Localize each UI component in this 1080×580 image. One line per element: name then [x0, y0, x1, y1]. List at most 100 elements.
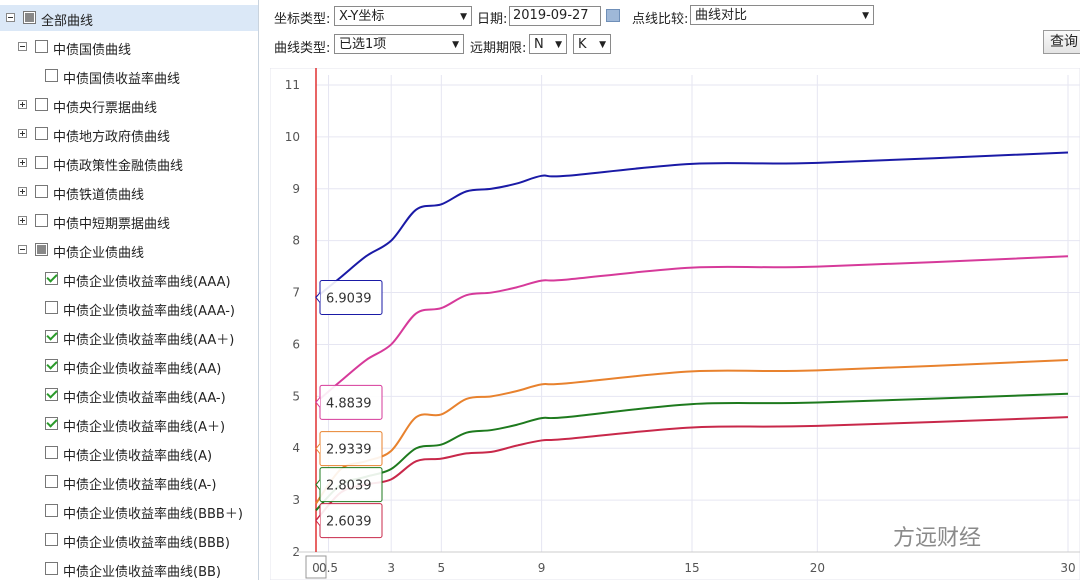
- coord-type-select[interactable]: X-Y坐标: [334, 6, 472, 27]
- tree-expander[interactable]: [18, 216, 27, 225]
- tree-row: 中债企业债收益率曲线(AAA): [0, 266, 258, 292]
- tree-expander[interactable]: [18, 100, 27, 109]
- tree-checkbox[interactable]: [23, 11, 36, 24]
- tree-row: 中债铁道债曲线: [0, 179, 258, 205]
- tree-row: 中债企业债收益率曲线(BBB＋): [0, 498, 258, 524]
- tree-label[interactable]: 中债国债收益率曲线: [63, 72, 181, 87]
- tree-label[interactable]: 全部曲线: [41, 14, 94, 29]
- tree-checkbox[interactable]: [45, 358, 58, 372]
- tree-label[interactable]: 中债企业债收益率曲线(AAA-): [63, 304, 235, 319]
- tree-expander[interactable]: [6, 13, 15, 22]
- compare-select[interactable]: 曲线对比: [690, 5, 874, 26]
- tree-checkbox[interactable]: [35, 185, 48, 198]
- tree-label[interactable]: 中债地方政府债曲线: [53, 130, 171, 145]
- tree-row: 全部曲线: [0, 5, 258, 31]
- tooltip-pointer: [315, 443, 321, 454]
- expander-vbar: [22, 189, 23, 194]
- expander-hbar: [20, 46, 25, 47]
- tree-label[interactable]: 中债企业债收益率曲线(AA): [63, 362, 222, 377]
- calendar-icon[interactable]: [606, 9, 620, 22]
- tree-label[interactable]: 中债企业债收益率曲线(A): [63, 449, 213, 464]
- tree-checkbox[interactable]: [45, 69, 58, 82]
- tree-label[interactable]: 中债企业债曲线: [53, 246, 145, 261]
- tree-label[interactable]: 中债企业债收益率曲线(AA-): [63, 391, 226, 406]
- tree-checkbox[interactable]: [45, 446, 58, 459]
- tree-row: 中债企业债收益率曲线(AA＋): [0, 324, 258, 350]
- x-tick-label: 9: [538, 561, 546, 575]
- tree-checkbox[interactable]: [45, 301, 58, 314]
- tree-label[interactable]: 中债企业债收益率曲线(BB): [63, 565, 221, 580]
- tree-checkbox[interactable]: [35, 127, 48, 140]
- partial-fill: [37, 245, 46, 254]
- tooltip-pointer: [315, 479, 321, 490]
- tree-checkbox[interactable]: [45, 271, 58, 285]
- partial-fill: [25, 13, 34, 22]
- tree-row: 中债企业债收益率曲线(AA): [0, 353, 258, 379]
- tooltip-pointer: [315, 292, 321, 303]
- tree-row: 中债国债曲线: [0, 34, 258, 60]
- expander-vbar: [22, 102, 23, 107]
- x-tick-label: 0: [312, 561, 320, 575]
- chart-background: [270, 68, 1080, 580]
- expander-vbar: [22, 131, 23, 136]
- tree-label[interactable]: 中债政策性金融债曲线: [53, 159, 184, 174]
- tree-checkbox[interactable]: [35, 156, 48, 169]
- y-tick-label: 6: [292, 337, 300, 351]
- tree-expander[interactable]: [18, 158, 27, 167]
- tree-row: 中债企业债收益率曲线(A): [0, 440, 258, 466]
- tree-row: 中债企业债收益率曲线(AA-): [0, 382, 258, 408]
- tree-row: 中债中短期票据曲线: [0, 208, 258, 234]
- expander-vbar: [22, 218, 23, 223]
- y-tick-label: 3: [292, 493, 300, 507]
- tree-checkbox[interactable]: [45, 329, 58, 343]
- expander-hbar: [8, 17, 13, 18]
- tree-row: 中债地方政府债曲线: [0, 121, 258, 147]
- y-tick-label: 4: [292, 441, 300, 455]
- tree-checkbox[interactable]: [35, 98, 48, 111]
- term-k-select[interactable]: K: [573, 34, 611, 55]
- tree-row: 中债企业债收益率曲线(A-): [0, 469, 258, 495]
- tree-label[interactable]: 中债国债曲线: [53, 43, 132, 58]
- tree-label[interactable]: 中债铁道债曲线: [53, 188, 145, 203]
- tree-row: 中债企业债收益率曲线(BBB): [0, 527, 258, 553]
- y-tick-label: 11: [285, 78, 300, 92]
- date-input[interactable]: 2019-09-27: [509, 6, 601, 26]
- tree-label[interactable]: 中债企业债收益率曲线(BBB): [63, 536, 230, 551]
- tree-checkbox[interactable]: [45, 504, 58, 517]
- tree-row: 中债央行票据曲线: [0, 92, 258, 118]
- tree-expander[interactable]: [18, 245, 27, 254]
- series-line: [315, 255, 1069, 404]
- tree-checkbox[interactable]: [35, 243, 48, 256]
- check-mark: [46, 387, 58, 399]
- tree-checkbox[interactable]: [45, 562, 58, 575]
- tree-label[interactable]: 中债企业债收益率曲线(A-): [63, 478, 217, 493]
- x-crosshair-box: [305, 555, 327, 579]
- tree-row: 中债企业债收益率曲线(A＋): [0, 411, 258, 437]
- tree-checkbox[interactable]: [35, 214, 48, 227]
- y-tick-label: 8: [292, 234, 300, 248]
- tree-checkbox[interactable]: [45, 387, 58, 401]
- tree-label[interactable]: 中债企业债收益率曲线(AA＋): [63, 333, 235, 348]
- tree-checkbox[interactable]: [45, 533, 58, 546]
- check-mark: [46, 358, 58, 370]
- curve-type-select[interactable]: 已选1项: [334, 34, 464, 55]
- tree-expander[interactable]: [18, 129, 27, 138]
- tree-label[interactable]: 中债中短期票据曲线: [53, 217, 171, 232]
- x-tick-label: 15: [684, 561, 699, 575]
- tree-checkbox[interactable]: [45, 416, 58, 430]
- tree-checkbox[interactable]: [35, 40, 48, 53]
- tree-checkbox[interactable]: [45, 475, 58, 488]
- tooltip-pointer: [315, 397, 321, 408]
- compare-label: 点线比较:: [632, 12, 689, 27]
- tree-label[interactable]: 中债企业债收益率曲线(BBB＋): [63, 507, 243, 522]
- x-tick-label: 20: [810, 561, 825, 575]
- tree-expander[interactable]: [18, 187, 27, 196]
- tree-label[interactable]: 中债企业债收益率曲线(A＋): [63, 420, 226, 435]
- tree-label[interactable]: 中债央行票据曲线: [53, 101, 158, 116]
- term-n-select[interactable]: N: [529, 34, 567, 55]
- tree-expander[interactable]: [18, 42, 27, 51]
- query-button[interactable]: 查询: [1043, 30, 1080, 54]
- tree-label[interactable]: 中债企业债收益率曲线(AAA): [63, 275, 231, 290]
